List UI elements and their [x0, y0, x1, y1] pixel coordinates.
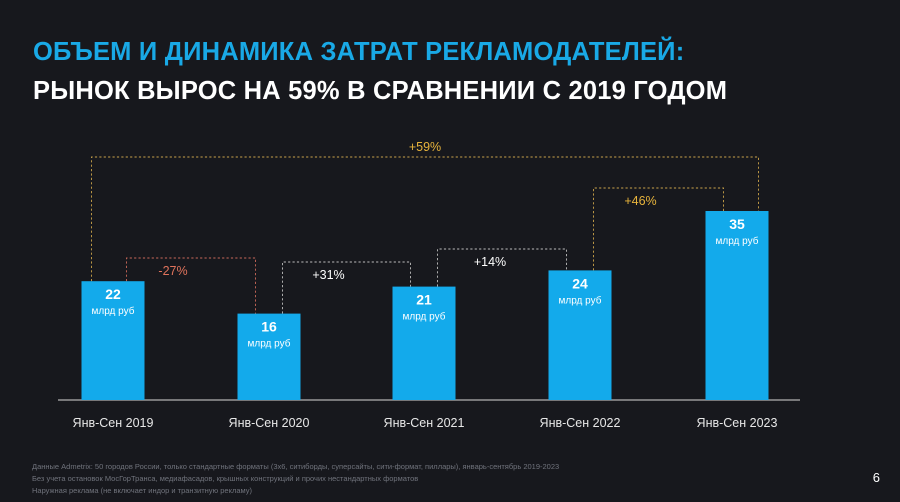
x-tick-label: Янв-Сен 2021 — [384, 416, 465, 430]
bar — [705, 211, 769, 400]
bar-value-label: 21 — [416, 292, 432, 308]
slide-title-line1: ОБЪЕМ И ДИНАМИКА ЗАТРАТ РЕКЛАМОДАТЕЛЕЙ: — [33, 38, 685, 66]
bar-value-label: 22 — [105, 286, 121, 302]
change-label: +14% — [474, 255, 506, 269]
bar — [392, 286, 456, 400]
page-number: 6 — [872, 470, 880, 485]
bar-unit-label: млрд руб — [92, 305, 135, 317]
bar-value-label: 24 — [572, 275, 588, 291]
x-tick-label: Янв-Сен 2023 — [697, 416, 778, 430]
change-label: +59% — [409, 140, 441, 154]
slide-title-line2: РЫНОК ВЫРОС НА 59% В СРАВНЕНИИ С 2019 ГО… — [33, 77, 728, 105]
bar — [548, 270, 612, 400]
change-bracket — [437, 248, 567, 287]
change-label: -27% — [158, 264, 187, 278]
x-tick-label: Янв-Сен 2019 — [73, 416, 154, 430]
change-bracket — [126, 257, 256, 314]
bar-value-label: 35 — [729, 216, 745, 232]
bar — [81, 281, 145, 400]
change-label: +46% — [624, 194, 656, 208]
bar — [237, 313, 301, 400]
bar-unit-label: млрд руб — [403, 311, 446, 323]
bar-unit-label: млрд руб — [559, 294, 602, 306]
bar-unit-label: млрд руб — [248, 338, 291, 350]
change-bracket — [593, 187, 724, 271]
footnote-scope: Наружная реклама (не включает индор и тр… — [32, 486, 252, 495]
x-tick-label: Янв-Сен 2020 — [229, 416, 310, 430]
footnote-exclusions: Без учета остановок МосГорТранса, медиаф… — [32, 474, 419, 483]
change-label: +31% — [312, 268, 344, 282]
footnote-source: Данные Admetrix: 50 городов России, толь… — [32, 462, 560, 471]
x-tick-label: Янв-Сен 2022 — [540, 416, 621, 430]
bar-value-label: 16 — [261, 319, 277, 335]
change-bracket — [282, 261, 411, 314]
change-bracket — [91, 156, 759, 282]
bar-unit-label: млрд руб — [716, 235, 759, 247]
